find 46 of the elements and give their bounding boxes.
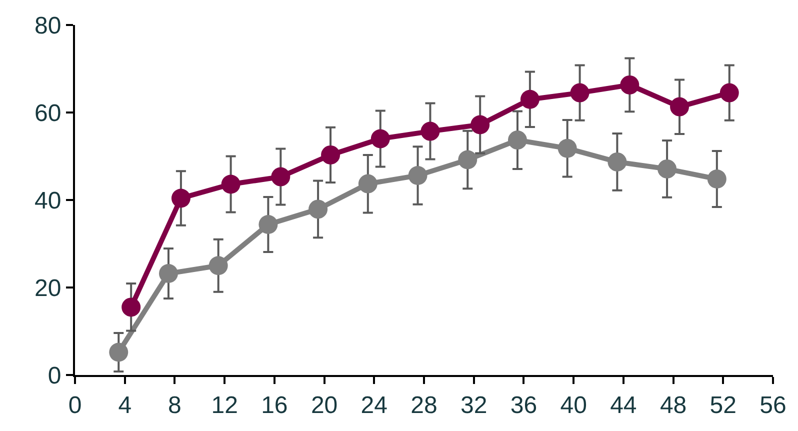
x-tick-label: 32: [460, 392, 488, 419]
point: [707, 170, 726, 188]
x-tick-label: 12: [211, 392, 238, 419]
y-tick-label: 20: [34, 274, 62, 302]
point: [458, 150, 478, 170]
x-tick-label: 4: [118, 392, 132, 419]
point: [670, 97, 690, 116]
x-tick-label: 20: [310, 392, 338, 419]
x-tick-label: 48: [660, 392, 687, 419]
y-tick-label: 80: [34, 12, 62, 40]
point: [658, 159, 677, 178]
x-tick-label: 0: [68, 392, 82, 419]
x-tick-label: 40: [560, 392, 587, 419]
y-tick-label: 0: [48, 362, 62, 390]
point: [420, 122, 440, 141]
point: [271, 167, 290, 186]
x-tick-label: 36: [510, 392, 538, 419]
point: [370, 129, 390, 148]
x-tick-label: 8: [168, 392, 182, 419]
point: [258, 215, 278, 234]
point: [620, 75, 640, 94]
point: [520, 90, 540, 109]
point: [720, 83, 739, 102]
y-tick-label: 60: [34, 100, 62, 127]
point: [321, 145, 340, 164]
x-tick-label: 24: [360, 392, 388, 419]
y-tick-label: 40: [34, 187, 62, 214]
point: [109, 342, 128, 362]
point: [221, 174, 240, 194]
x-tick-label: 52: [710, 392, 736, 419]
point: [608, 152, 627, 172]
x-tick-label: 28: [410, 392, 438, 419]
point: [508, 130, 527, 150]
point: [470, 115, 490, 134]
point: [558, 138, 577, 158]
point: [308, 200, 328, 219]
x-tick-label: 56: [760, 392, 786, 419]
x-tick-label: 16: [261, 392, 288, 419]
point: [122, 298, 141, 317]
point: [171, 188, 190, 208]
point: [158, 264, 178, 283]
point: [408, 166, 428, 185]
point: [358, 174, 378, 194]
point: [208, 256, 228, 276]
point: [570, 83, 590, 102]
x-tick-label: 44: [610, 392, 637, 419]
